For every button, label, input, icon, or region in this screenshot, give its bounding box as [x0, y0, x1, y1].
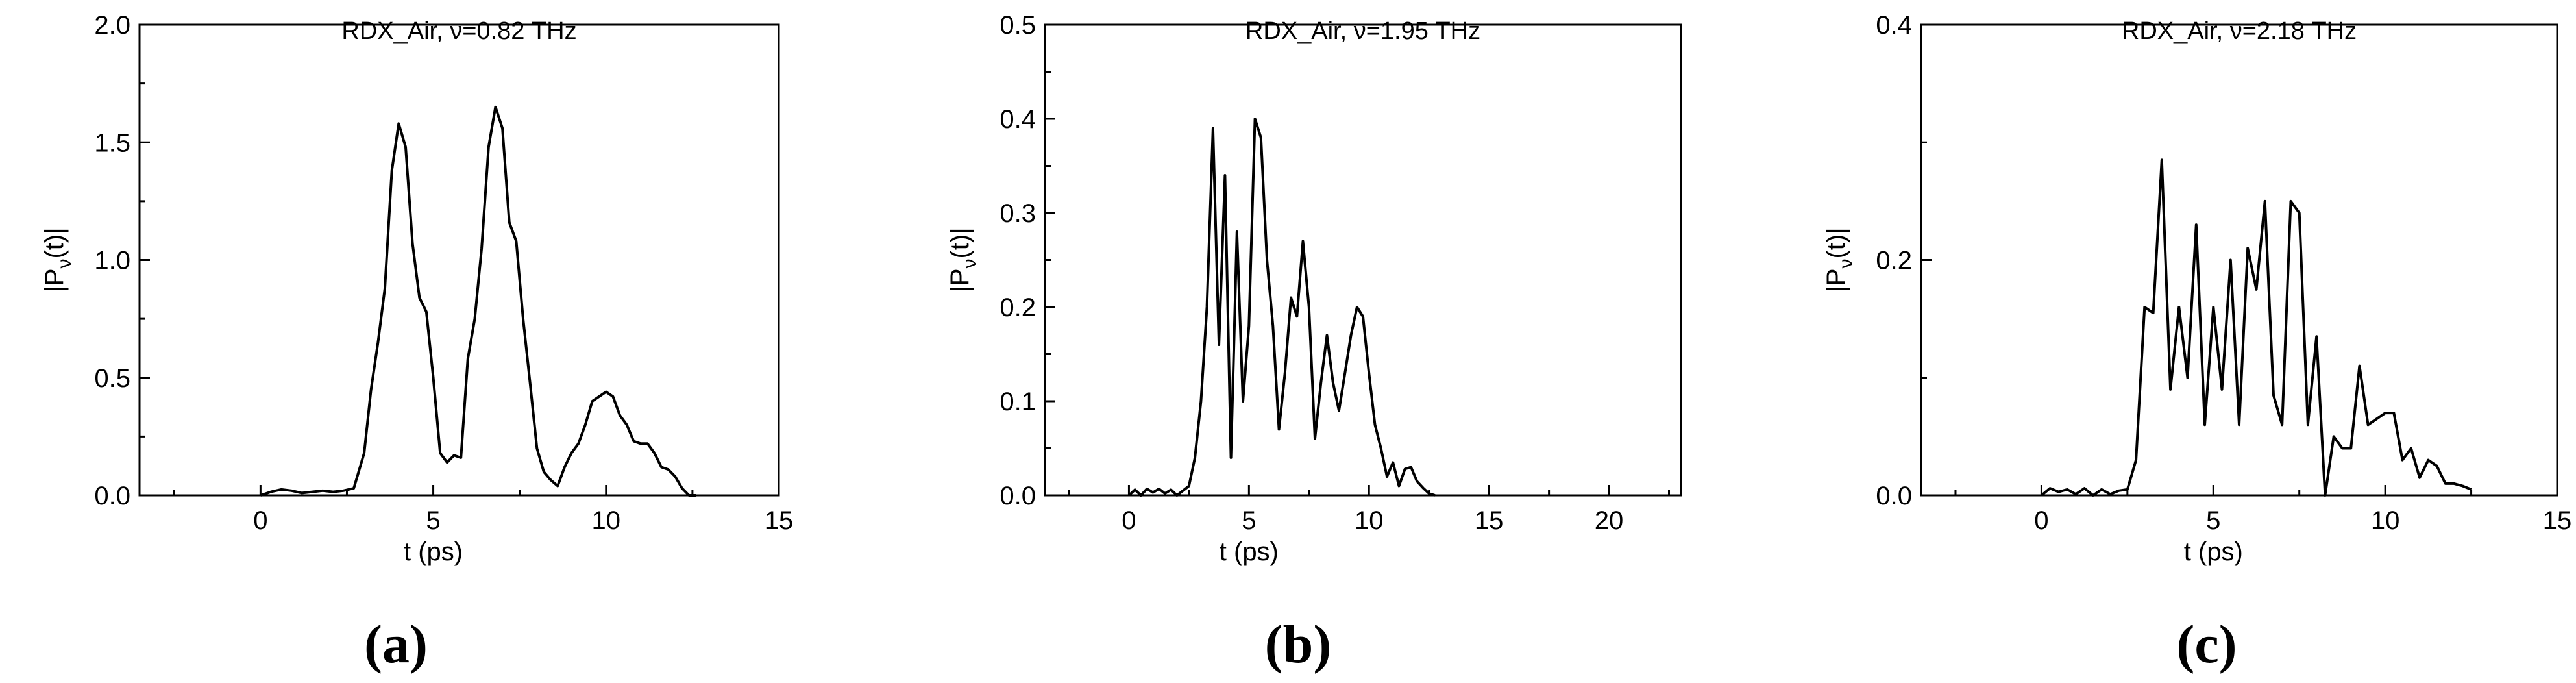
y-tick-label-c: 0.0	[1876, 482, 1912, 510]
y-tick-label-a: 1.5	[94, 129, 130, 157]
x-tick-label-c: 0	[2034, 506, 2048, 535]
x-axis-title-c: t (ps)	[2184, 538, 2243, 566]
x-tick-label-a: 0	[253, 506, 267, 535]
chart-title-b: RDX_Air, ν=1.95 THz	[1245, 18, 1480, 45]
y-axis-title-subscript: ν	[1835, 259, 1857, 269]
x-tick-label-b: 0	[1122, 506, 1136, 535]
y-axis-title-tail: (t)|	[1822, 227, 1850, 258]
panel-a: 0 5 10 15 0.0 0.5 1.0 1.5 2.0 RDX_Air, ν=0.82 THz…	[40, 11, 793, 566]
y-axis-title-tail: (t)|	[946, 227, 974, 258]
data-series-line-c	[2041, 158, 2472, 497]
data-series-line-a	[260, 105, 696, 497]
y-tick-label-b: 0.4	[1000, 105, 1036, 134]
y-axis-title-main: |P	[946, 269, 974, 293]
x-tick-label-a: 5	[426, 506, 440, 535]
x-tick-label-c: 10	[2371, 506, 2400, 535]
y-tick-label-a: 0.0	[94, 482, 130, 510]
y-tick-label-a: 0.5	[94, 364, 130, 393]
x-tick-label-a: 15	[765, 506, 794, 535]
x-tick-label-b: 20	[1595, 506, 1624, 535]
panel-c: 0 5 10 15 0.0 0.2 0.4 RDX_Air, ν=2.18 THz t (ps)…	[1822, 11, 2571, 566]
y-tick-label-c: 0.2	[1876, 247, 1912, 275]
y-tick-label-a: 2.0	[94, 11, 130, 40]
x-tick-label-b: 15	[1475, 506, 1504, 535]
y-tick-label-b: 0.1	[1000, 388, 1036, 416]
y-axis-title-a: |Pν(t)|	[40, 227, 75, 292]
panel-b: 0 5 10 15 20 0.0 0.1 0.2 0.3 0.4 0.5 RDX_Air, ν=1.9…	[946, 11, 1682, 566]
panel-label-b: (b)	[1265, 614, 1332, 675]
y-axis-title-main: |P	[40, 269, 69, 293]
chart-title-a: RDX_Air, ν=0.82 THz	[341, 18, 576, 45]
x-tick-label-c: 5	[2206, 506, 2220, 535]
x-tick-label-b: 5	[1242, 506, 1256, 535]
y-tick-label-c: 0.4	[1876, 11, 1912, 40]
x-tick-label-a: 10	[592, 506, 621, 535]
chart-title-c: RDX_Air, ν=2.18 THz	[2122, 18, 2357, 45]
x-tick-label-c: 15	[2543, 506, 2572, 535]
y-axis-title-subscript: ν	[54, 259, 75, 269]
panel-label-c: (c)	[2176, 614, 2237, 675]
y-axis-title-c: |Pν(t)|	[1822, 227, 1857, 292]
x-axis-title-b: t (ps)	[1220, 538, 1279, 566]
y-axis-title-subscript: ν	[959, 259, 981, 269]
panel-label-a: (a)	[364, 614, 428, 675]
y-axis-title-tail: (t)|	[40, 227, 69, 258]
y-tick-label-b: 0.2	[1000, 293, 1036, 322]
y-tick-label-b: 0.0	[1000, 482, 1036, 510]
y-tick-label-a: 1.0	[94, 247, 130, 275]
y-tick-label-b: 0.5	[1000, 11, 1036, 40]
y-tick-label-b: 0.3	[1000, 199, 1036, 228]
x-tick-label-b: 10	[1355, 506, 1384, 535]
y-axis-title-b: |Pν(t)|	[946, 227, 981, 292]
x-axis-title-a: t (ps)	[404, 538, 463, 566]
data-series-line-b	[1128, 118, 1436, 497]
y-axis-title-main: |P	[1822, 269, 1850, 293]
